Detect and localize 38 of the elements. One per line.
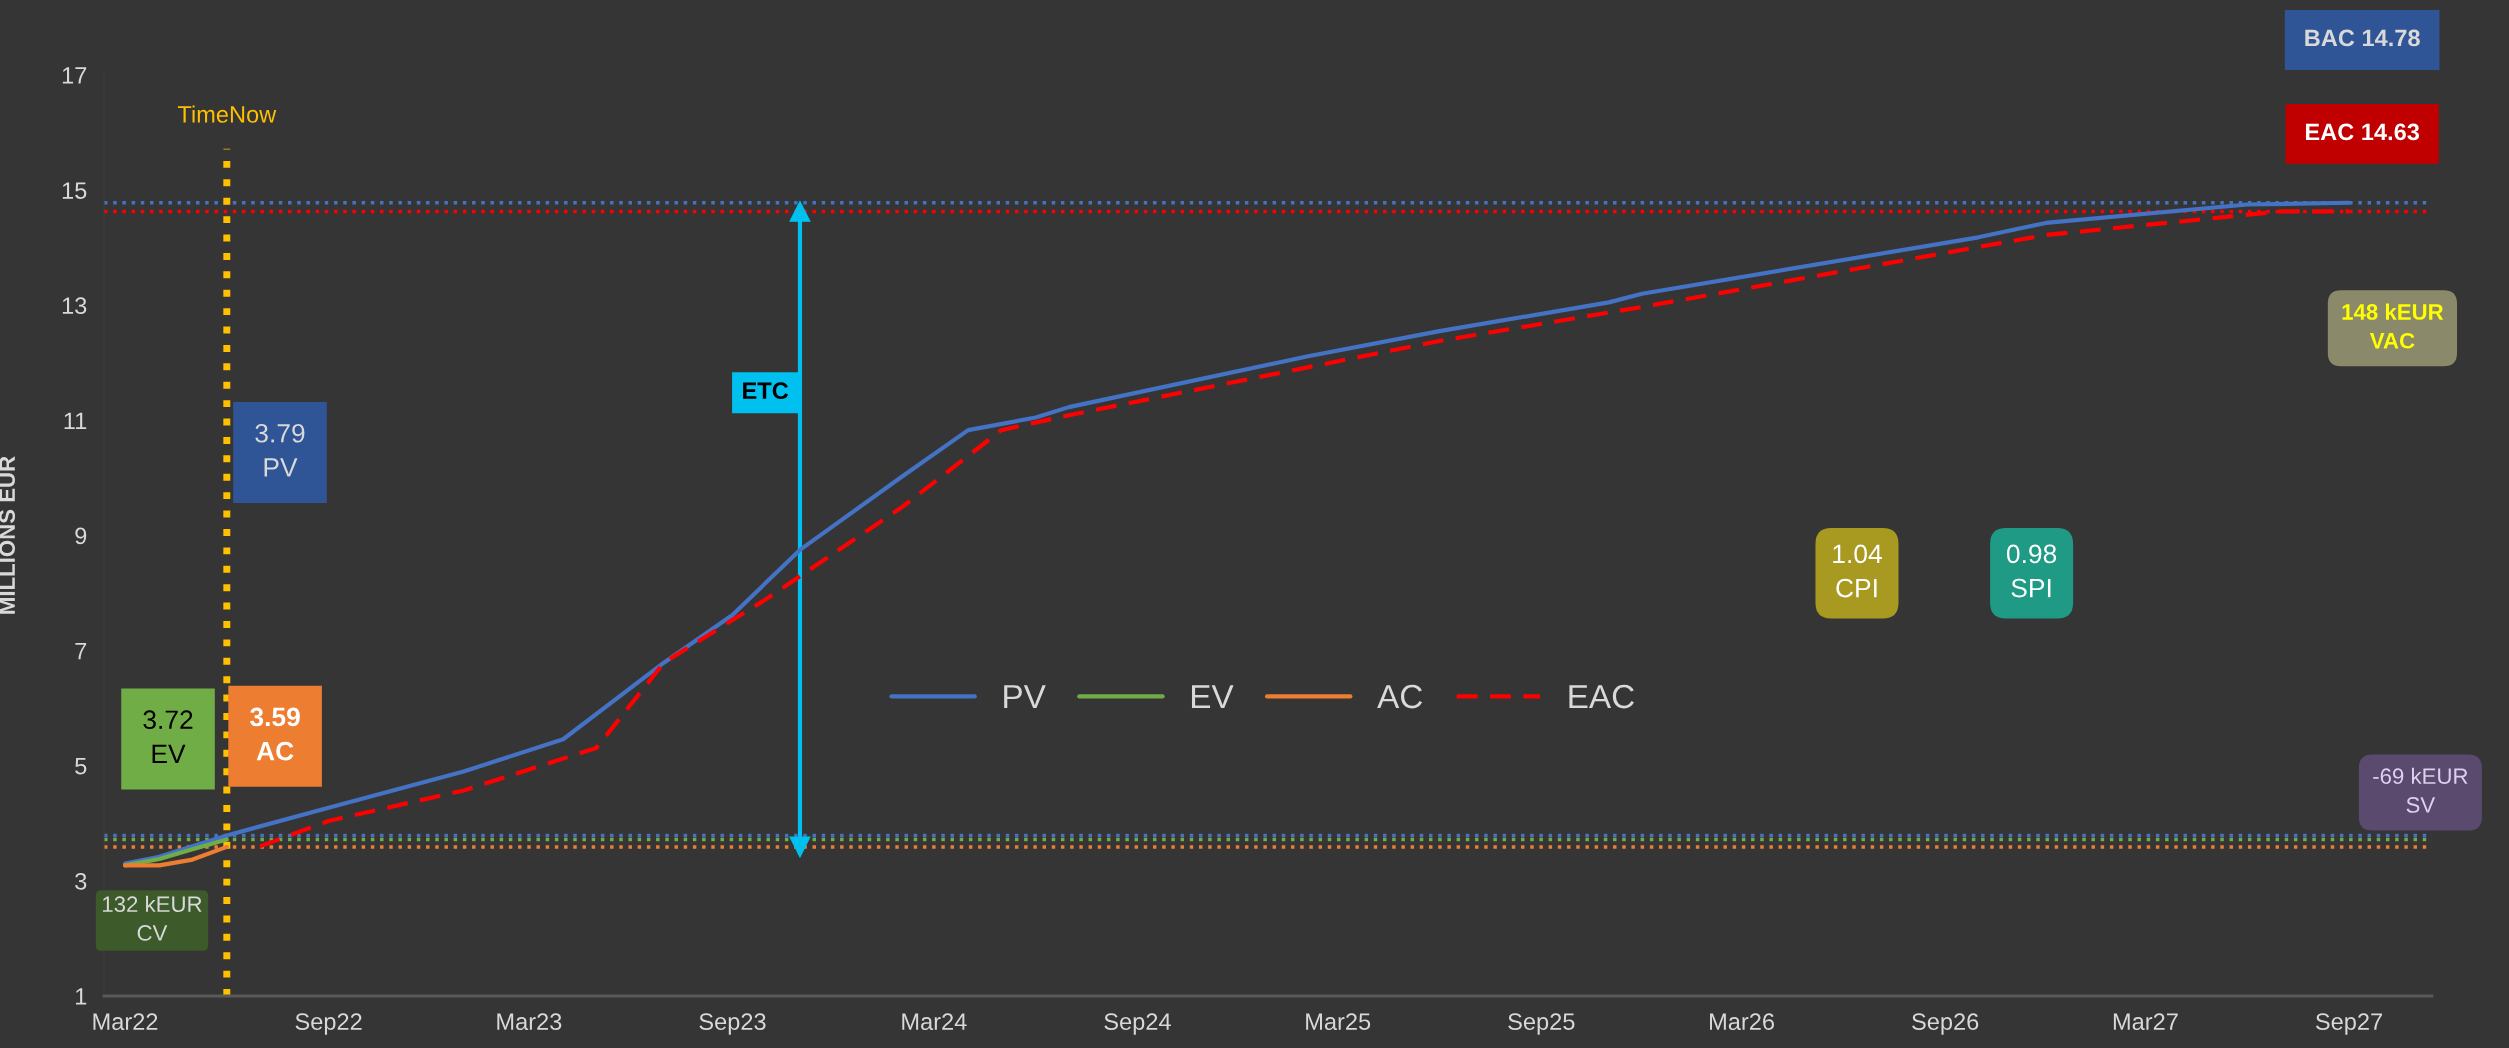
annotation: 0.98 SPI xyxy=(2006,544,2057,598)
x-tick-label: Sep27 xyxy=(2315,1013,2382,1035)
y-tick-label: 3 xyxy=(75,872,87,890)
x-tick-label: Mar22 xyxy=(93,1013,158,1031)
y-tick-label: 1 xyxy=(76,988,87,1005)
legend-label: EV xyxy=(1191,685,1234,709)
x-tick-label: Sep24 xyxy=(1104,1013,1171,1035)
y-axis-title: MILLIONS EUR xyxy=(0,456,16,614)
text: BAC 14.78 xyxy=(2305,29,2420,47)
annotation: EAC 14.63 xyxy=(2305,123,2420,141)
x-tick-label: Mar27 xyxy=(2113,1013,2178,1031)
y-tick-label: 15 xyxy=(62,182,87,199)
legend-label: EAC xyxy=(1569,684,1634,709)
y-tick-label: 11 xyxy=(64,412,87,429)
y-tick-label: 9 xyxy=(75,527,87,545)
x-tick-label: Mar26 xyxy=(1710,1013,1774,1031)
y-tick-label: 5 xyxy=(75,758,87,775)
annotation: ETC xyxy=(743,382,789,400)
x-tick-label: Sep23 xyxy=(699,1013,766,1035)
annotation: -69 kEUR SV xyxy=(2373,767,2468,813)
y-tick-label: 7 xyxy=(75,642,87,660)
y-tick-label: 17 xyxy=(62,67,87,84)
ref-line-label: TimeNow xyxy=(177,105,277,123)
annotation: 148 kEUR VAC xyxy=(2342,303,2444,349)
y-tick-label: 13 xyxy=(62,297,87,315)
x-tick-label: Mar24 xyxy=(902,1013,967,1031)
annotation: 3.79 PV xyxy=(255,423,305,477)
annotation: 132 kEUR CV xyxy=(103,895,202,941)
annotation: 3.72 EV xyxy=(143,710,193,763)
annotation: 3.59 AC xyxy=(250,707,300,761)
legend-label: PV xyxy=(1004,685,1046,709)
x-tick-label: Sep26 xyxy=(1912,1013,1979,1035)
legend-label: AC xyxy=(1377,684,1423,709)
x-tick-label: Mar23 xyxy=(497,1013,562,1031)
x-tick-label: Mar25 xyxy=(1306,1013,1371,1031)
x-tick-label: Sep25 xyxy=(1508,1013,1575,1035)
x-tick-label: Sep22 xyxy=(295,1013,362,1035)
annotation: 1.04 CPI xyxy=(1833,544,1882,598)
